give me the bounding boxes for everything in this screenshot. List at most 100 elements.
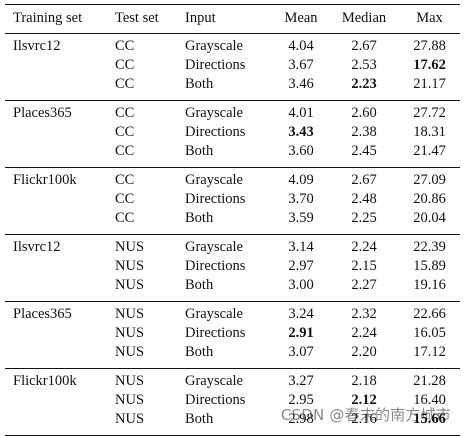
input-cell: Grayscale (185, 306, 243, 323)
input-cell: Grayscale (185, 38, 243, 55)
median-cell: 2.48 (351, 191, 377, 208)
median-cell: 2.45 (329, 142, 399, 168)
input-cell: Grayscale (185, 239, 243, 256)
max-cell-best: 17.62 (413, 57, 446, 74)
training-set-cell-empty (5, 276, 107, 302)
table-header: Training set Test set Input Mean Median … (5, 4, 460, 34)
header-test-set: Test set (107, 4, 177, 34)
max-cell: 21.17 (399, 75, 460, 101)
table-row: CC Directions 3.43 2.38 18.31 (5, 123, 460, 142)
median-cell-best: 2.12 (351, 392, 377, 409)
table-row: CC Both 3.46 2.23 21.17 (5, 75, 460, 101)
mean-cell: 3.14 (288, 239, 314, 256)
input-cell: Grayscale (185, 105, 243, 122)
table-row: NUS Both 3.00 2.27 19.16 (5, 276, 460, 302)
mean-cell: 3.46 (273, 75, 329, 101)
input-cell: Both (177, 209, 273, 235)
input-cell: Grayscale (185, 373, 243, 390)
mean-cell: 4.04 (288, 38, 314, 55)
test-set-cell: NUS (115, 306, 145, 323)
mean-cell: 3.24 (288, 306, 314, 323)
results-table-container: Training set Test set Input Mean Median … (5, 4, 460, 436)
table-row: NUS Both 2.98 2.16 15.66 (5, 410, 460, 436)
training-set-cell: Ilsvrc12 (13, 38, 61, 55)
median-cell: 2.25 (329, 209, 399, 235)
input-cell: Grayscale (185, 172, 243, 189)
test-set-cell: CC (115, 191, 135, 208)
max-cell: 21.47 (399, 142, 460, 168)
test-set-cell: NUS (107, 410, 177, 436)
test-set-cell: CC (115, 57, 135, 74)
training-set-cell: Flickr100k (13, 172, 77, 189)
test-set-cell: CC (107, 142, 177, 168)
table-row: NUS Directions 2.91 2.24 16.05 (5, 324, 460, 343)
training-set-cell-empty (5, 410, 107, 436)
table-row: Places365 CC Grayscale 4.01 2.60 27.72 (5, 101, 460, 124)
table-group: Places365 CC Grayscale 4.01 2.60 27.72 C… (5, 101, 460, 168)
training-set-cell-empty (5, 343, 107, 369)
median-cell-best: 2.23 (329, 75, 399, 101)
input-cell: Directions (185, 57, 246, 74)
mean-cell: 2.95 (288, 392, 314, 409)
header-row: Training set Test set Input Mean Median … (5, 4, 460, 34)
watermark-text: CSDN @春末的南方城市 (280, 406, 451, 424)
mean-cell: 3.00 (273, 276, 329, 302)
test-set-cell: NUS (107, 276, 177, 302)
max-cell: 20.04 (399, 209, 460, 235)
table-row: Flickr100k NUS Grayscale 3.27 2.18 21.28 (5, 369, 460, 392)
mean-cell: 3.60 (273, 142, 329, 168)
median-cell: 2.15 (351, 258, 377, 275)
mean-cell: 3.67 (288, 57, 314, 74)
training-set-cell-empty (5, 75, 107, 101)
max-cell: 22.39 (413, 239, 446, 256)
mean-cell: 2.97 (288, 258, 314, 275)
training-set-cell-empty (5, 209, 107, 235)
table-group: Flickr100k NUS Grayscale 3.27 2.18 21.28… (5, 369, 460, 436)
test-set-cell: NUS (115, 392, 145, 409)
median-cell: 2.38 (351, 124, 377, 141)
input-cell: Directions (185, 392, 246, 409)
test-set-cell: CC (115, 38, 135, 55)
table-group: Ilsvrc12 NUS Grayscale 3.14 2.24 22.39 N… (5, 235, 460, 302)
mean-cell: 3.59 (273, 209, 329, 235)
input-cell: Directions (185, 258, 246, 275)
median-cell: 2.27 (329, 276, 399, 302)
median-cell: 2.24 (351, 239, 377, 256)
results-table: Training set Test set Input Mean Median … (5, 4, 460, 436)
input-cell: Both (177, 276, 273, 302)
training-set-cell-empty (5, 324, 107, 343)
input-cell: Directions (185, 191, 246, 208)
input-cell: Directions (185, 124, 246, 141)
max-cell: 20.86 (413, 191, 446, 208)
table-row: CC Directions 3.67 2.53 17.62 (5, 56, 460, 75)
median-cell: 2.16 (329, 410, 399, 436)
test-set-cell: NUS (115, 239, 145, 256)
input-cell: Both (177, 343, 273, 369)
header-mean: Mean (273, 4, 329, 34)
training-set-cell: Places365 (13, 306, 72, 323)
header-median: Median (329, 4, 399, 34)
header-training-set: Training set (5, 4, 107, 34)
training-set-cell-empty (5, 257, 107, 276)
median-cell: 2.18 (351, 373, 377, 390)
table-group: Flickr100k CC Grayscale 4.09 2.67 27.09 … (5, 168, 460, 235)
mean-cell: 3.07 (273, 343, 329, 369)
mean-cell: 4.09 (288, 172, 314, 189)
test-set-cell: NUS (115, 373, 145, 390)
header-input: Input (177, 4, 273, 34)
max-cell: 27.72 (413, 105, 446, 122)
median-cell: 2.32 (351, 306, 377, 323)
test-set-cell: NUS (115, 325, 145, 342)
mean-cell-best: 3.43 (288, 124, 314, 141)
max-cell: 15.89 (413, 258, 446, 275)
table-row: NUS Directions 2.97 2.15 15.89 (5, 257, 460, 276)
mean-cell-best: 2.91 (288, 325, 314, 342)
input-cell: Directions (185, 325, 246, 342)
table-row: Ilsvrc12 NUS Grayscale 3.14 2.24 22.39 (5, 235, 460, 258)
median-cell: 2.24 (351, 325, 377, 342)
max-cell: 27.88 (413, 38, 446, 55)
test-set-cell: CC (115, 172, 135, 189)
mean-cell: 3.27 (288, 373, 314, 390)
input-cell: Both (177, 75, 273, 101)
training-set-cell-empty (5, 56, 107, 75)
